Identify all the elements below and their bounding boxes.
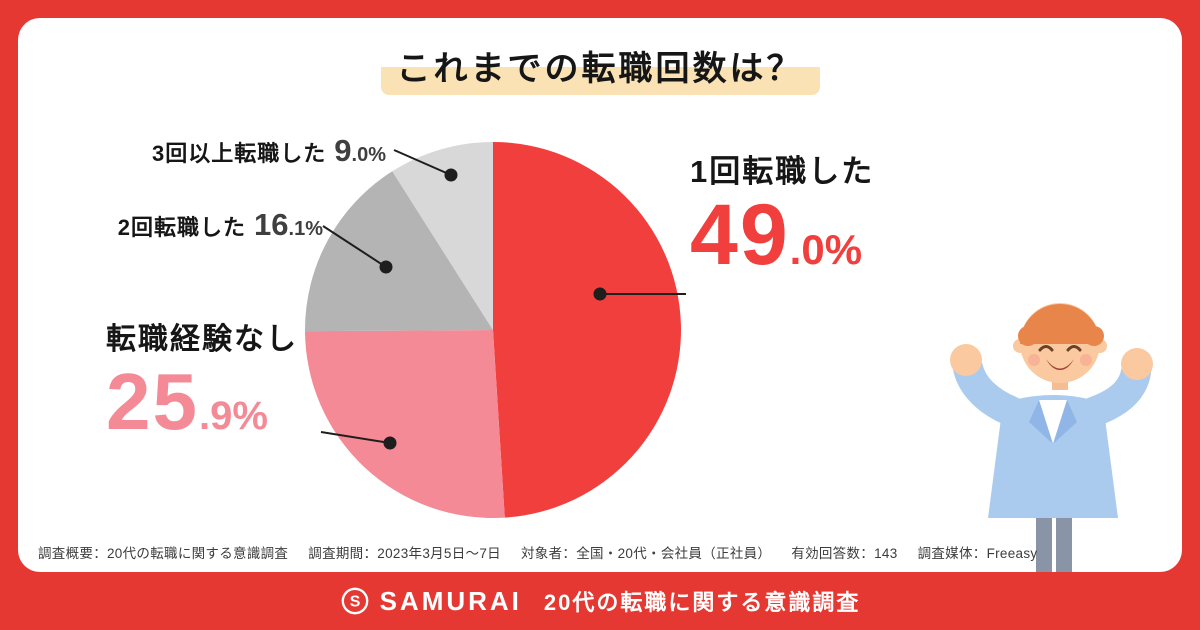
callout-twice: 2回転職した 16.1% xyxy=(113,209,323,242)
callout-twice-value-sub: .1% xyxy=(288,218,323,240)
callout-no-experience: 転職経験なし 25.9% xyxy=(106,314,298,442)
samurai-logo-icon: S xyxy=(341,587,368,615)
pie-chart xyxy=(305,142,681,518)
callout-three-plus-value-main: 9 xyxy=(334,133,352,168)
survey-period: 調査期間：2023年3月5日〜7日 xyxy=(308,546,501,561)
survey-note: 調査概要：20代の転職に関する意識調査 調査期間：2023年3月5日〜7日 対象… xyxy=(38,542,1053,562)
svg-text:S: S xyxy=(349,594,360,611)
callout-twice-value: 16.1% xyxy=(254,209,323,240)
callout-three-plus-value-sub: .0% xyxy=(351,144,386,166)
callout-once: 1回転職した 49.0% xyxy=(690,146,875,278)
person-illustration xyxy=(950,303,1153,572)
callout-once-label: 1回転職した xyxy=(690,154,875,189)
survey-media: 調査媒体：Freeasy xyxy=(917,546,1038,561)
survey-responses: 有効回答数：143 xyxy=(791,546,898,561)
survey-overview: 調査概要：20代の転職に関する意識調査 xyxy=(38,546,289,561)
callout-three-plus: 3回以上転職した 9.0% xyxy=(138,135,386,168)
callout-twice-label: 2回転職した xyxy=(117,215,247,240)
callout-twice-value-main: 16 xyxy=(254,207,289,242)
footer-brand: SAMURAI xyxy=(379,585,522,616)
pie-slice xyxy=(305,171,493,332)
callout-once-value-main: 49 xyxy=(690,187,790,283)
callout-three-plus-value: 9.0% xyxy=(334,135,386,166)
callout-no-experience-value-main: 25 xyxy=(106,357,199,446)
page-title: これまでの転職回数は？ xyxy=(380,44,820,95)
callout-no-experience-value: 25.9% xyxy=(106,362,298,442)
chart-card: これまでの転職回数は？ 1回転職した 49.0% 転職経験なし xyxy=(18,18,1182,572)
survey-subjects: 対象者：全国・20代・会社員（正社員） xyxy=(521,546,772,561)
callout-no-experience-value-sub: .9% xyxy=(198,394,268,438)
pie-slice xyxy=(392,142,493,330)
title-area: これまでの転職回数は？ xyxy=(18,44,1182,95)
callout-no-experience-label: 転職経験なし xyxy=(106,323,298,356)
callout-once-value: 49.0% xyxy=(690,192,874,278)
footer-bar: S SAMURAI 20代の転職に関する意識調査 xyxy=(0,572,1200,630)
pie-slice xyxy=(305,330,505,518)
callout-once-value-sub: .0% xyxy=(789,226,863,273)
footer-caption: 20代の転職に関する意識調査 xyxy=(543,590,861,615)
pie-slice xyxy=(493,142,681,518)
callout-three-plus-label: 3回以上転職した xyxy=(152,141,327,166)
